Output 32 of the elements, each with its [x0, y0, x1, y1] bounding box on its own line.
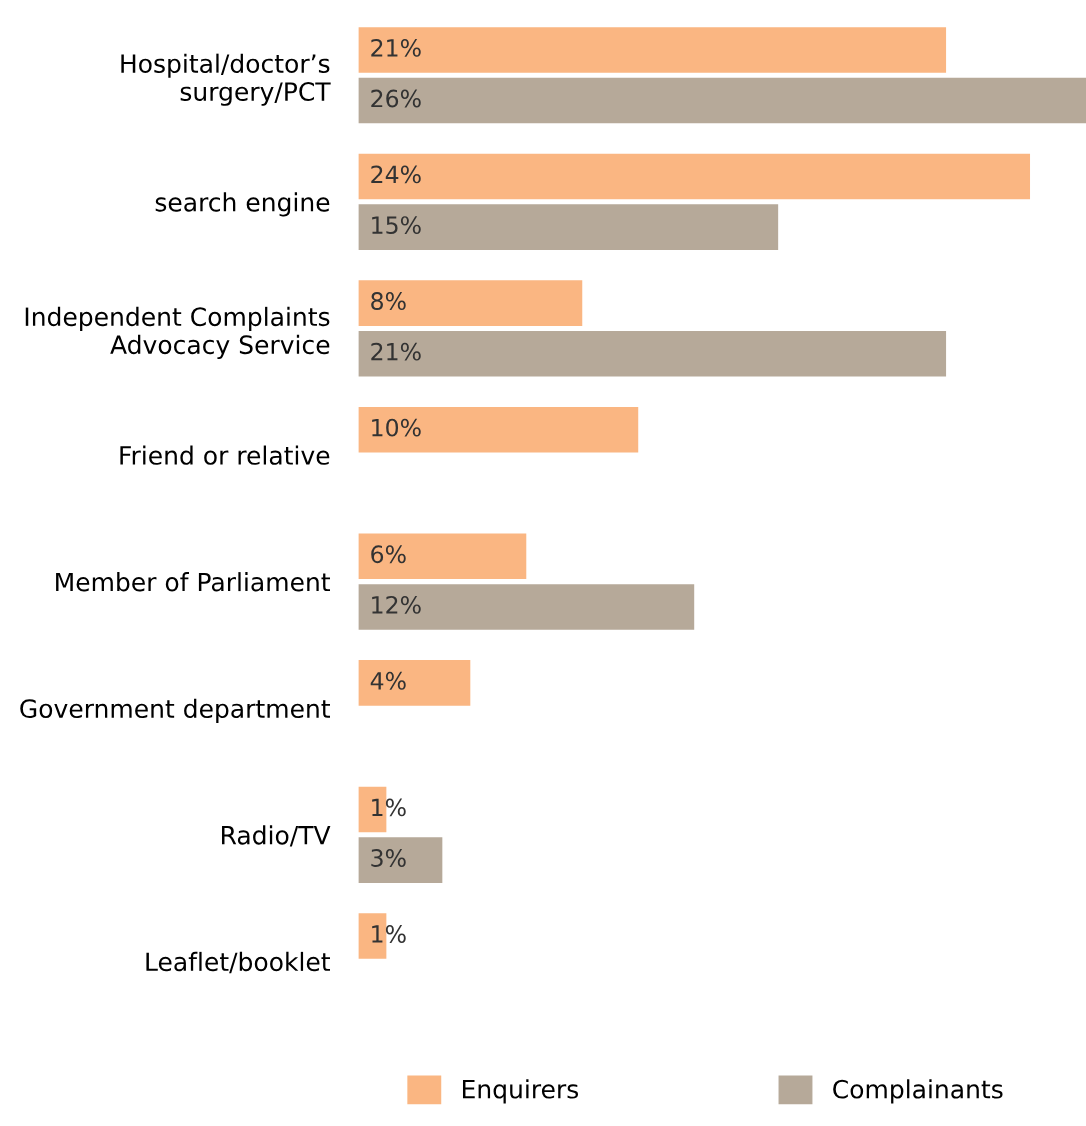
bar: [358, 153, 1031, 200]
data-label: 24%: [371, 165, 421, 184]
y-tick-label: Member of Parliament: [56, 572, 331, 592]
y-tick-label: search engine: [155, 192, 330, 217]
legend-label: Enquirers: [462, 1079, 579, 1104]
bar: [358, 406, 639, 453]
bar: [358, 77, 1086, 124]
data-label: 10%: [372, 418, 421, 437]
y-tick-label: Hospital/doctor’s surgery/PCT: [121, 53, 331, 106]
legend-label: Complainants: [833, 1079, 1003, 1104]
bar: [358, 660, 471, 706]
data-label: 6%: [371, 545, 406, 564]
data-label: 21%: [371, 38, 421, 57]
data-label: 4%: [370, 671, 406, 690]
data-label: 3%: [371, 849, 406, 867]
y-tick-label: Independent Complaints Advocacy Service: [25, 306, 330, 360]
bar: [358, 280, 583, 326]
data-label: 26%: [371, 89, 421, 108]
y-tick-label: Leaflet/booklet: [146, 951, 330, 974]
bar: [358, 584, 695, 630]
y-tick-label: Friend or relative: [120, 445, 330, 465]
y-tick-label: Radio/TV: [222, 825, 331, 847]
data-label: 15%: [372, 216, 421, 235]
bar: [358, 837, 443, 883]
bar: [358, 27, 947, 73]
bar: [358, 204, 779, 250]
y-tick-label: Government department: [20, 698, 330, 723]
data-label: 12%: [372, 595, 421, 614]
data-label: 21%: [371, 342, 421, 361]
bar: [358, 533, 527, 580]
bar: [358, 330, 947, 377]
data-label: 8%: [371, 292, 406, 310]
